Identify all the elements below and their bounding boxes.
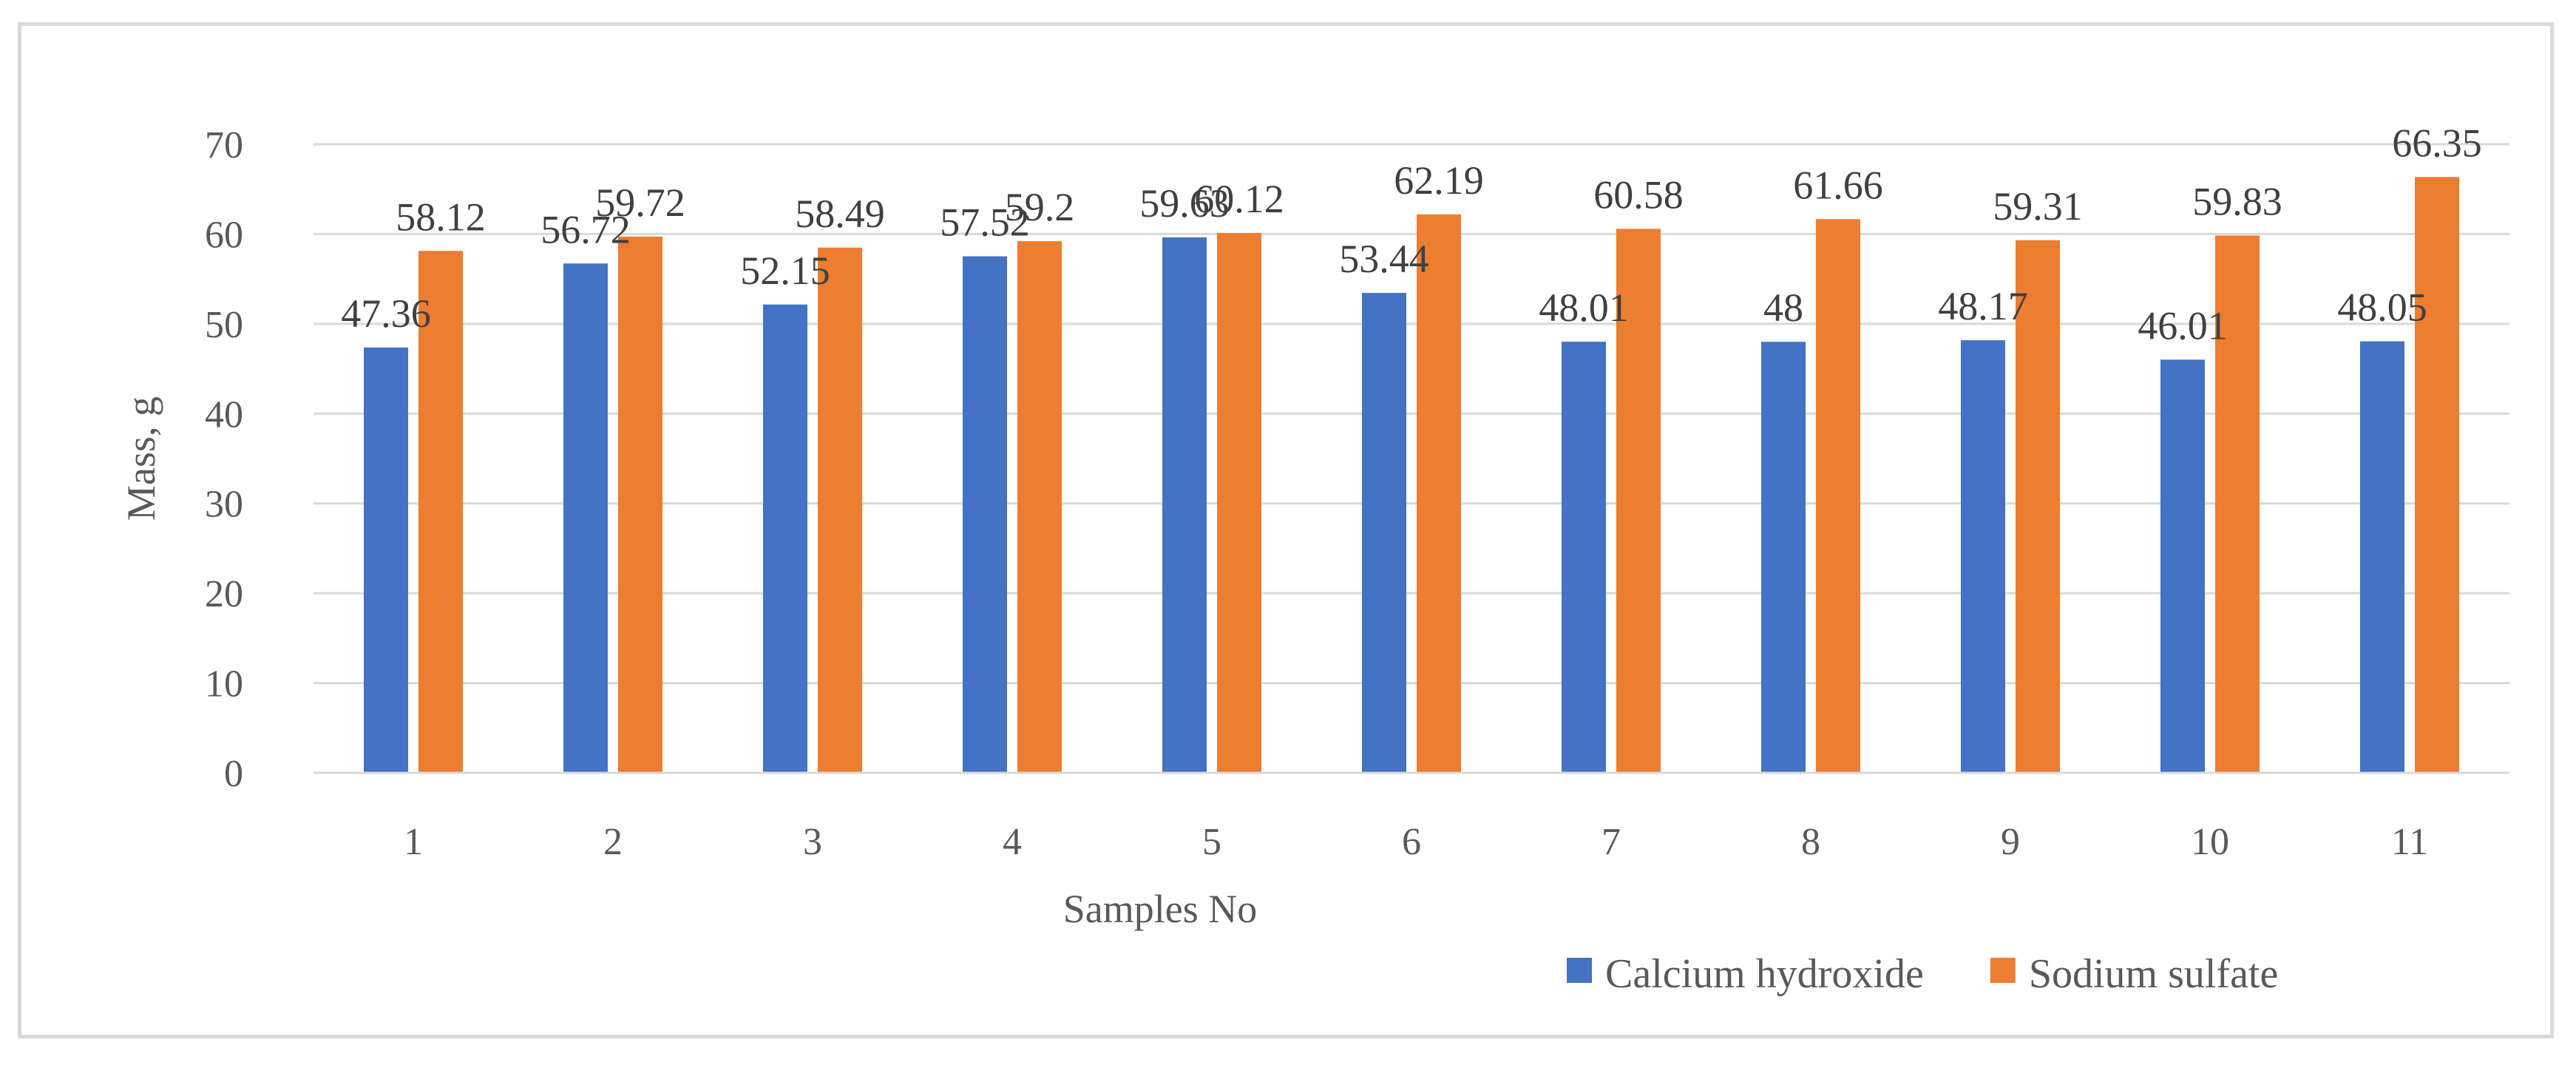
- bar-calcium-hydroxide: [2360, 341, 2404, 773]
- bar-sodium-sulfate: [618, 236, 662, 773]
- x-tick-label: 10: [2191, 821, 2229, 863]
- data-label: 66.35: [2392, 121, 2482, 165]
- data-label: 60.58: [1593, 172, 1684, 217]
- bar-calcium-hydroxide: [2160, 359, 2205, 773]
- bar-calcium-hydroxide: [1761, 342, 1806, 774]
- data-label: 57.52: [940, 200, 1030, 245]
- legend-label: Sodium sulfate: [2029, 951, 2279, 997]
- y-tick-label: 50: [205, 304, 243, 346]
- data-label: 62.19: [1394, 158, 1484, 203]
- bar-sodium-sulfate: [2215, 235, 2260, 773]
- x-tick-label: 8: [1801, 821, 1820, 863]
- data-label: 52.15: [740, 248, 830, 293]
- data-label: 46.01: [2138, 303, 2228, 348]
- data-label: 59.72: [595, 180, 685, 225]
- bar-calcium-hydroxide: [1162, 237, 1207, 774]
- x-tick-label: 9: [2001, 821, 2020, 863]
- legend: Calcium hydroxide Sodium sulfate: [1567, 951, 2278, 997]
- data-label: 59.63: [1139, 181, 1230, 226]
- chart-frame: 47.36 58.12 56.72 59.72 52.15 58.49 57.52 59.2 5…: [18, 22, 2554, 1038]
- y-tick-label: 70: [205, 124, 243, 166]
- bars: [364, 177, 2459, 774]
- bar-calcium-hydroxide: [763, 304, 807, 773]
- bar-calcium-hydroxide: [1362, 293, 1406, 774]
- data-label: 61.66: [1793, 163, 1883, 207]
- x-tick-label: 5: [1202, 821, 1221, 863]
- bar-sodium-sulfate: [2016, 240, 2060, 773]
- bar-calcium-hydroxide: [1961, 340, 2005, 773]
- y-axis-title: Mass, g: [119, 396, 163, 521]
- data-label: 53.44: [1339, 237, 1429, 281]
- data-label: 60.12: [1194, 177, 1284, 221]
- x-tick-label: 6: [1402, 821, 1421, 863]
- legend-swatch: [1567, 958, 1592, 983]
- bar-calcium-hydroxide: [563, 263, 608, 773]
- data-label: 59.2: [1005, 185, 1075, 229]
- bar-sodium-sulfate: [818, 247, 862, 773]
- data-label: 47.36: [341, 291, 431, 336]
- y-tick-label: 10: [205, 663, 243, 706]
- data-label: 59.83: [2192, 179, 2282, 223]
- x-tick-label: 1: [404, 821, 423, 863]
- data-label: 48.05: [2337, 285, 2427, 330]
- x-tick-label: 4: [1003, 821, 1022, 863]
- x-tick-label: 3: [803, 821, 822, 863]
- x-axis-title: Samples No: [1063, 887, 1258, 931]
- y-tick-label: 0: [224, 753, 243, 795]
- y-tick-label: 60: [205, 214, 243, 256]
- data-label: 48.17: [1938, 284, 2028, 328]
- y-tick-label: 20: [205, 573, 243, 615]
- data-label: 56.72: [540, 207, 631, 251]
- data-label: 58.49: [795, 192, 885, 236]
- bar-calcium-hydroxide: [364, 347, 408, 773]
- axes: 0 10 20 30 40 50 60 70 1 2 3 4 5 6 7 8 9 10 11: [205, 124, 2509, 863]
- x-tick-label: 7: [1601, 821, 1621, 863]
- bar-sodium-sulfate: [1017, 241, 1062, 774]
- bar-sodium-sulfate: [1816, 219, 1860, 773]
- gridlines: [313, 143, 2509, 685]
- bar-sodium-sulfate: [418, 251, 463, 773]
- bar-calcium-hydroxide: [1562, 342, 1606, 773]
- y-tick-label: 30: [205, 484, 243, 526]
- x-tick-label: 11: [2391, 821, 2428, 863]
- bar-calcium-hydroxide: [963, 256, 1007, 773]
- y-tick-label: 40: [205, 393, 243, 436]
- bar-sodium-sulfate: [1417, 214, 1461, 773]
- data-label: 58.12: [396, 195, 486, 239]
- bar-sodium-sulfate: [1616, 229, 1661, 773]
- legend-label: Calcium hydroxide: [1605, 951, 1924, 997]
- bar-sodium-sulfate: [2415, 177, 2459, 774]
- data-label: 59.31: [1993, 184, 2083, 229]
- data-label: 48.01: [1539, 285, 1629, 330]
- x-tick-label: 2: [603, 821, 623, 863]
- bar-sodium-sulfate: [1217, 232, 1261, 773]
- legend-swatch: [1990, 958, 2016, 983]
- data-label: 48: [1763, 285, 1803, 330]
